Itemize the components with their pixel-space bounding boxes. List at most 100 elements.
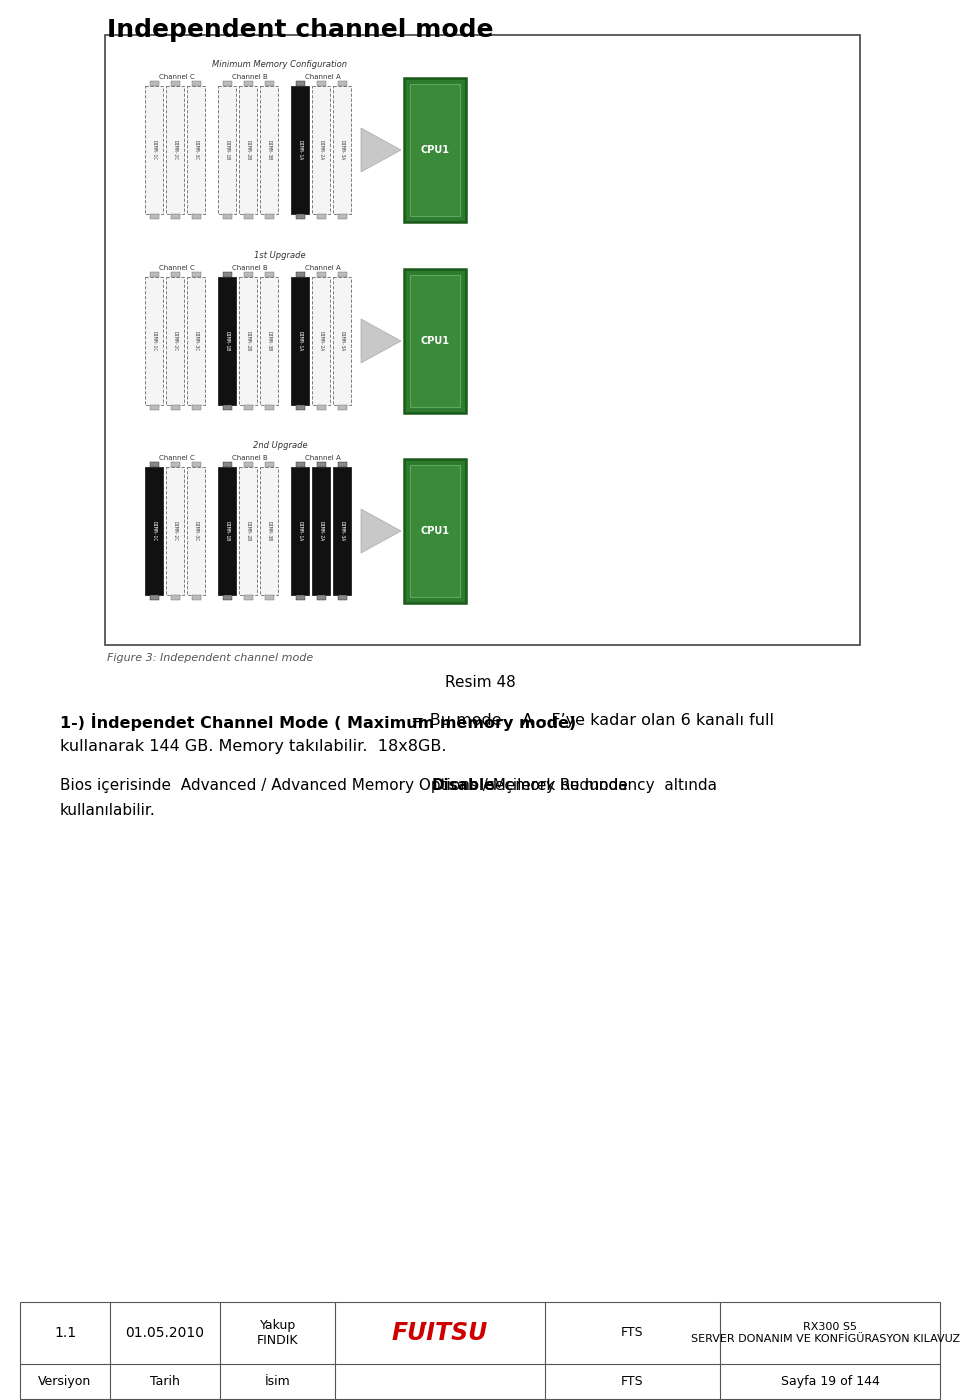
Text: 1-) İndependet Channel Mode ( Maximum memory mode): 1-) İndependet Channel Mode ( Maximum me… <box>60 713 576 731</box>
Polygon shape <box>361 319 401 363</box>
Bar <box>150 214 158 218</box>
Text: DIMM-2B: DIMM-2B <box>246 521 251 540</box>
Text: DIMM-2C: DIMM-2C <box>173 140 178 160</box>
Text: Sayfa 19 of 144: Sayfa 19 of 144 <box>780 1375 879 1387</box>
Bar <box>244 272 252 277</box>
Bar <box>333 468 351 595</box>
Text: DIMM-3C: DIMM-3C <box>194 330 199 351</box>
Bar <box>404 78 466 223</box>
Bar <box>239 468 257 595</box>
Text: FU̇ITSU: FU̇ITSU <box>392 1322 488 1345</box>
Bar <box>410 465 460 596</box>
Text: DIMM-2A: DIMM-2A <box>319 521 324 540</box>
Text: Tarih: Tarih <box>150 1375 180 1387</box>
Bar <box>291 85 309 214</box>
Text: DIMM-2C: DIMM-2C <box>173 521 178 540</box>
Bar <box>150 462 158 468</box>
Bar <box>166 85 184 214</box>
Bar <box>171 214 180 218</box>
Bar <box>145 85 163 214</box>
Bar <box>333 85 351 214</box>
Bar <box>187 85 205 214</box>
Text: 1.1: 1.1 <box>54 1326 76 1340</box>
Bar <box>171 405 180 410</box>
Polygon shape <box>361 510 401 553</box>
Bar <box>223 272 231 277</box>
Text: FTS: FTS <box>621 1375 643 1387</box>
Text: DIMM-1B: DIMM-1B <box>225 140 229 160</box>
Bar <box>291 468 309 595</box>
Text: DIMM-3A: DIMM-3A <box>340 521 345 540</box>
Bar <box>338 595 347 601</box>
Text: Channel C: Channel C <box>158 455 194 461</box>
Bar <box>265 214 274 218</box>
Bar <box>296 595 304 601</box>
Bar <box>218 85 236 214</box>
Bar <box>166 277 184 405</box>
Bar <box>317 405 325 410</box>
Bar <box>171 595 180 601</box>
Bar <box>145 468 163 595</box>
Bar <box>404 459 466 603</box>
Bar <box>105 35 860 645</box>
Bar <box>260 85 278 214</box>
Text: DIMM-2C: DIMM-2C <box>173 330 178 351</box>
Bar <box>150 595 158 601</box>
Bar <box>191 462 201 468</box>
Bar <box>20 1302 940 1399</box>
Text: DIMM-1C: DIMM-1C <box>152 330 156 351</box>
Text: 1st Upgrade: 1st Upgrade <box>254 251 306 260</box>
Text: Channel A: Channel A <box>304 265 341 272</box>
Bar <box>265 272 274 277</box>
Bar <box>296 214 304 218</box>
Bar <box>296 405 304 410</box>
Text: DIMM-1B: DIMM-1B <box>225 521 229 540</box>
Bar <box>338 405 347 410</box>
Text: CPU1: CPU1 <box>420 336 449 346</box>
Text: Independent channel mode: Independent channel mode <box>107 18 493 42</box>
Bar <box>191 405 201 410</box>
Text: DIMM-1C: DIMM-1C <box>152 140 156 160</box>
Text: kullanarak 144 GB. Memory takılabilir.  18x8GB.: kullanarak 144 GB. Memory takılabilir. 1… <box>60 739 446 755</box>
Text: RX300 S5
SERVER DONANIM VE KONFİGÜRASYON KILAVUZU: RX300 S5 SERVER DONANIM VE KONFİGÜRASYON… <box>691 1322 960 1344</box>
Text: DIMM-1A: DIMM-1A <box>298 521 302 540</box>
Bar <box>223 81 231 85</box>
Bar <box>187 468 205 595</box>
Text: Channel C: Channel C <box>158 265 194 272</box>
Text: = Bu mode    A – F’ye kadar olan 6 kanalı full: = Bu mode A – F’ye kadar olan 6 kanalı f… <box>406 713 774 728</box>
Text: DIMM-1C: DIMM-1C <box>152 521 156 540</box>
Text: CPU1: CPU1 <box>420 146 449 155</box>
Bar <box>265 405 274 410</box>
Bar <box>265 462 274 468</box>
Text: Versiyon: Versiyon <box>38 1375 91 1387</box>
Text: DIMM-2A: DIMM-2A <box>319 140 324 160</box>
Bar <box>223 214 231 218</box>
Bar <box>191 81 201 85</box>
Bar <box>296 272 304 277</box>
Bar <box>317 214 325 218</box>
Text: DIMM-3B: DIMM-3B <box>267 521 272 540</box>
Bar <box>191 595 201 601</box>
Text: Channel B: Channel B <box>231 265 268 272</box>
Bar <box>171 81 180 85</box>
Text: DIMM-3A: DIMM-3A <box>340 330 345 351</box>
Text: DIMM-3A: DIMM-3A <box>340 140 345 160</box>
Bar <box>171 272 180 277</box>
Bar <box>191 272 201 277</box>
Text: DIMM-3B: DIMM-3B <box>267 330 272 351</box>
Bar <box>171 462 180 468</box>
Bar <box>317 595 325 601</box>
Text: Channel A: Channel A <box>304 74 341 80</box>
Bar <box>291 277 309 405</box>
Bar <box>338 462 347 468</box>
Text: Minimum Memory Configuration: Minimum Memory Configuration <box>212 60 348 69</box>
Bar <box>244 405 252 410</box>
Text: Figure 3: Independent channel mode: Figure 3: Independent channel mode <box>107 652 313 664</box>
Text: DIMM-1A: DIMM-1A <box>298 330 302 351</box>
Bar <box>239 277 257 405</box>
Bar <box>317 272 325 277</box>
Bar <box>191 214 201 218</box>
Bar <box>244 595 252 601</box>
Bar <box>218 468 236 595</box>
Text: DIMM-2A: DIMM-2A <box>319 330 324 351</box>
